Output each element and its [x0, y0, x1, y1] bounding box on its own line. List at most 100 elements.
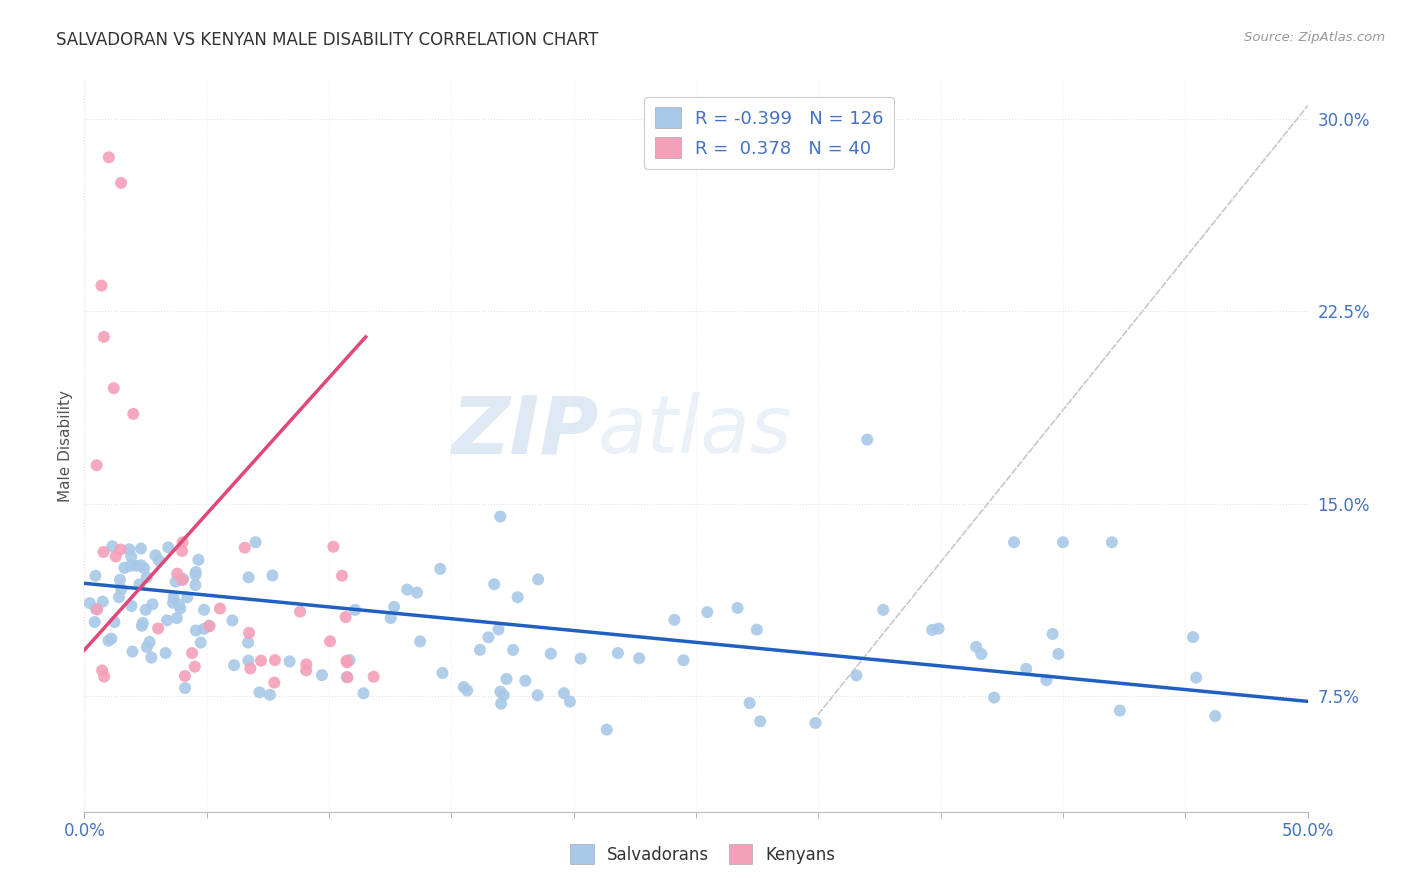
Point — [184, 565, 207, 579]
Point — [90, 278, 112, 293]
Point — [311, 668, 333, 682]
Point — [84, 602, 107, 616]
Point — [181, 646, 204, 660]
Point — [856, 433, 879, 447]
Point — [184, 659, 207, 673]
Point — [131, 619, 153, 633]
Point — [193, 622, 215, 636]
Point — [79, 596, 101, 610]
Point — [238, 570, 260, 584]
Point — [727, 600, 749, 615]
Point — [406, 585, 429, 599]
Point — [380, 611, 402, 625]
Point — [596, 723, 619, 737]
Point — [184, 578, 207, 592]
Point — [86, 602, 108, 616]
Point — [569, 651, 592, 665]
Point — [172, 573, 194, 587]
Point — [456, 683, 478, 698]
Point — [527, 573, 550, 587]
Point — [1204, 709, 1226, 723]
Point — [1035, 673, 1057, 688]
Point — [101, 539, 124, 553]
Point — [489, 697, 512, 711]
Point — [488, 623, 510, 637]
Point — [167, 598, 190, 612]
Point — [129, 541, 152, 556]
Point — [506, 591, 529, 605]
Point — [233, 541, 256, 555]
Point — [664, 613, 686, 627]
Point — [236, 635, 259, 649]
Point — [453, 680, 475, 694]
Point — [172, 535, 194, 549]
Point — [1042, 627, 1064, 641]
Point — [141, 650, 163, 665]
Legend: R = -0.399   N = 126, R =  0.378   N = 40: R = -0.399 N = 126, R = 0.378 N = 40 — [644, 96, 894, 169]
Point — [120, 549, 142, 564]
Point — [845, 668, 868, 682]
Point — [965, 640, 987, 654]
Point — [921, 623, 943, 637]
Point — [155, 646, 177, 660]
Point — [278, 654, 301, 668]
Point — [263, 675, 285, 690]
Point — [122, 407, 145, 421]
Point — [1052, 535, 1074, 549]
Point — [128, 577, 150, 591]
Point — [1047, 647, 1070, 661]
Point — [259, 688, 281, 702]
Point — [165, 574, 187, 589]
Point — [184, 568, 207, 582]
Point — [344, 603, 367, 617]
Point — [250, 654, 273, 668]
Point — [93, 330, 115, 344]
Point — [526, 688, 548, 702]
Point — [198, 619, 221, 633]
Point — [262, 568, 284, 582]
Point — [335, 610, 357, 624]
Point — [86, 458, 108, 473]
Point — [108, 573, 131, 587]
Point — [928, 622, 950, 636]
Point — [502, 643, 524, 657]
Point — [222, 658, 245, 673]
Point — [103, 381, 125, 395]
Point — [492, 688, 515, 702]
Point — [104, 549, 127, 564]
Point — [1002, 535, 1025, 549]
Point — [135, 570, 157, 584]
Point — [336, 656, 359, 670]
Point — [628, 651, 651, 665]
Point — [103, 615, 125, 629]
Point — [166, 566, 188, 581]
Point — [238, 654, 260, 668]
Point — [238, 625, 260, 640]
Point — [198, 618, 221, 632]
Point — [489, 684, 512, 698]
Point — [983, 690, 1005, 705]
Point — [221, 614, 243, 628]
Point — [148, 553, 170, 567]
Point — [558, 694, 581, 708]
Point — [396, 582, 419, 597]
Point — [339, 653, 361, 667]
Text: ZIP: ZIP — [451, 392, 598, 470]
Point — [84, 569, 107, 583]
Point — [121, 644, 143, 658]
Point — [540, 647, 562, 661]
Point — [169, 601, 191, 615]
Point — [91, 594, 114, 608]
Point — [114, 561, 136, 575]
Point — [156, 613, 179, 627]
Point — [353, 686, 375, 700]
Point — [382, 599, 405, 614]
Point — [184, 624, 207, 638]
Point — [330, 568, 353, 582]
Point — [110, 582, 132, 597]
Point — [138, 635, 160, 649]
Point — [336, 670, 359, 684]
Point — [142, 597, 165, 611]
Point — [804, 715, 827, 730]
Text: Source: ZipAtlas.com: Source: ZipAtlas.com — [1244, 31, 1385, 45]
